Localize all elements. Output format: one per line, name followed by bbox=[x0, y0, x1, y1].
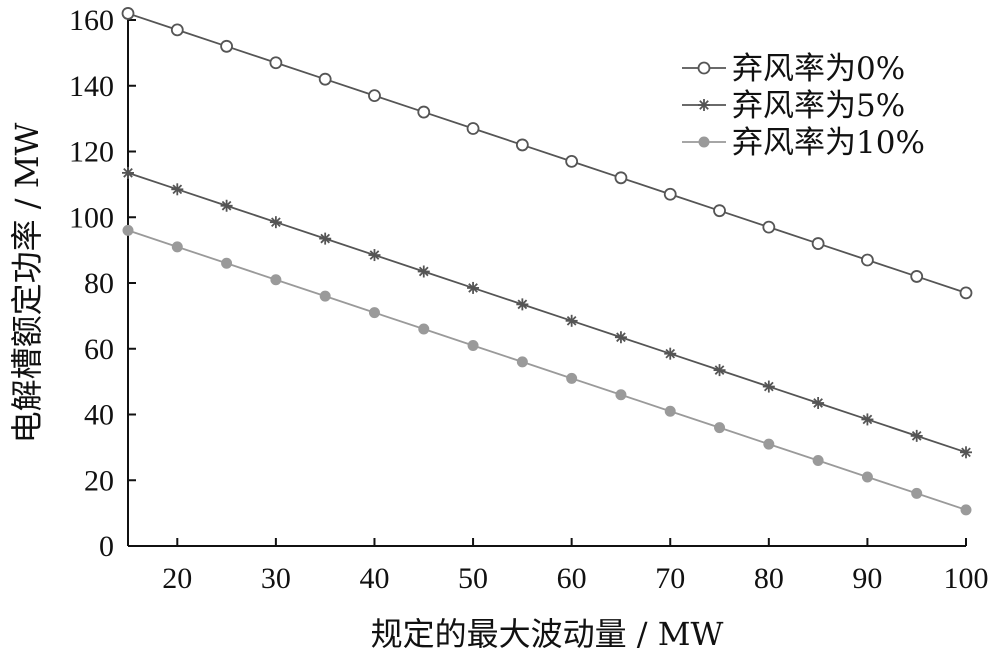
legend-label: 弃风率为0% bbox=[732, 51, 905, 87]
y-tick-label: 120 bbox=[69, 136, 114, 169]
data-point bbox=[418, 323, 430, 335]
data-point bbox=[220, 39, 233, 53]
y-axis-title: 电解槽额定功率 / MW bbox=[8, 123, 46, 444]
x-tick-label: 30 bbox=[261, 562, 291, 595]
legend-item: 弃风率为10% bbox=[682, 125, 925, 161]
data-point bbox=[221, 257, 233, 269]
data-point bbox=[466, 122, 480, 135]
data-point bbox=[910, 270, 924, 283]
y-tick-label: 80 bbox=[84, 267, 114, 300]
y-tick-label: 40 bbox=[84, 399, 114, 432]
data-point bbox=[664, 405, 676, 417]
x-tick-label: 20 bbox=[162, 562, 192, 595]
data-point bbox=[270, 274, 282, 286]
data-point bbox=[269, 56, 283, 70]
data-point bbox=[615, 389, 627, 401]
y-tick-label: 20 bbox=[84, 464, 114, 497]
data-point bbox=[516, 356, 528, 368]
data-point bbox=[417, 105, 431, 119]
data-point bbox=[664, 347, 677, 360]
y-tick-label: 0 bbox=[99, 530, 114, 563]
data-point bbox=[319, 232, 332, 245]
data-point bbox=[319, 290, 331, 302]
y-axis-ticks: 0 20 40 60 80 100 120 140 160 bbox=[69, 4, 136, 563]
data-point bbox=[911, 487, 923, 499]
legend: 弃风率为0%弃风率为5%弃风率为10% bbox=[682, 51, 925, 161]
x-tick-label: 100 bbox=[944, 562, 989, 595]
data-point bbox=[614, 331, 627, 344]
data-point bbox=[762, 220, 776, 234]
x-tick-label: 70 bbox=[655, 562, 685, 595]
series-layer bbox=[121, 7, 973, 516]
x-tick-label: 40 bbox=[359, 562, 389, 595]
series-line bbox=[127, 12, 967, 294]
data-point bbox=[614, 171, 628, 185]
data-point bbox=[170, 23, 184, 37]
data-point bbox=[811, 237, 825, 250]
x-tick-label: 50 bbox=[458, 562, 488, 595]
x-tick-label: 80 bbox=[754, 562, 784, 595]
legend-swatch-marker bbox=[697, 61, 711, 75]
x-tick-label: 90 bbox=[852, 562, 882, 595]
data-point bbox=[368, 307, 380, 319]
legend-swatch-marker bbox=[698, 99, 710, 111]
series-line bbox=[127, 229, 967, 511]
data-point bbox=[861, 471, 873, 483]
legend-label: 弃风率为10% bbox=[732, 125, 925, 161]
data-point bbox=[368, 249, 381, 262]
data-point bbox=[318, 72, 332, 86]
data-point bbox=[861, 413, 874, 426]
data-point bbox=[171, 241, 183, 253]
series-line bbox=[127, 172, 967, 454]
y-tick-label: 100 bbox=[69, 201, 114, 234]
data-point bbox=[122, 224, 134, 236]
data-point bbox=[516, 298, 529, 311]
data-point bbox=[171, 183, 184, 196]
legend-label: 弃风率为5% bbox=[732, 88, 905, 124]
data-point bbox=[467, 281, 480, 294]
axes bbox=[127, 14, 966, 547]
series-1 bbox=[121, 7, 973, 300]
y-tick-label: 140 bbox=[69, 70, 114, 103]
data-point bbox=[812, 396, 825, 409]
data-point bbox=[910, 429, 923, 442]
data-point bbox=[714, 422, 726, 434]
data-point bbox=[762, 380, 775, 393]
y-tick-label: 160 bbox=[69, 4, 114, 37]
data-point bbox=[368, 89, 381, 103]
x-tick-label: 60 bbox=[557, 562, 587, 595]
data-point bbox=[960, 446, 972, 459]
data-point bbox=[663, 187, 677, 201]
data-point bbox=[417, 265, 430, 278]
x-axis-title: 规定的最大波动量 / MW bbox=[371, 615, 724, 653]
data-point bbox=[812, 455, 824, 467]
data-point bbox=[713, 204, 726, 218]
legend-item: 弃风率为0% bbox=[682, 51, 905, 87]
series-2 bbox=[122, 166, 972, 459]
data-point bbox=[861, 253, 874, 267]
legend-swatch-marker bbox=[698, 136, 710, 148]
data-point bbox=[515, 138, 529, 152]
data-point bbox=[763, 438, 775, 450]
data-point bbox=[122, 166, 134, 179]
data-point bbox=[269, 216, 282, 229]
data-point bbox=[713, 364, 726, 377]
data-point bbox=[960, 504, 972, 516]
data-point bbox=[565, 154, 579, 168]
data-point bbox=[566, 372, 578, 384]
data-point bbox=[220, 199, 233, 212]
y-tick-label: 60 bbox=[84, 333, 114, 366]
data-point bbox=[467, 339, 479, 351]
series-3 bbox=[122, 224, 972, 516]
data-point bbox=[121, 7, 135, 20]
data-point bbox=[565, 314, 578, 327]
x-axis-ticks: 20 30 40 50 60 70 80 90 100 bbox=[162, 538, 989, 595]
legend-item: 弃风率为5% bbox=[682, 88, 905, 124]
data-point bbox=[959, 286, 973, 300]
